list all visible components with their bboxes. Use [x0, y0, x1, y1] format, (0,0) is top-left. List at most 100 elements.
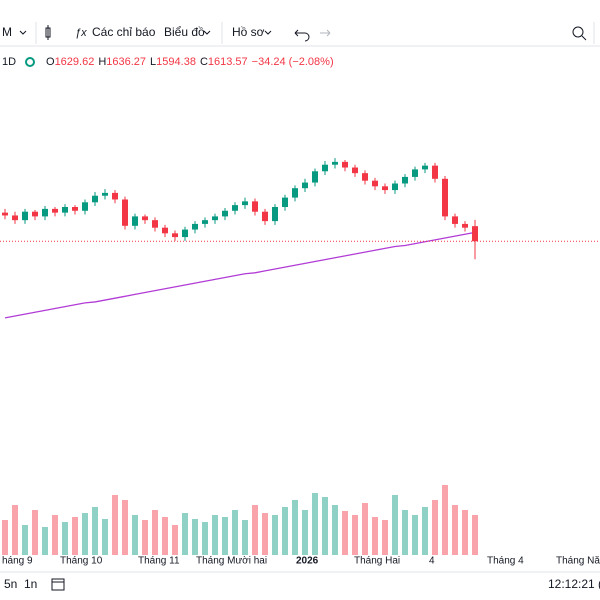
candle-body [222, 210, 228, 217]
x-axis-label: Tháng Mười hai [196, 556, 267, 567]
volume-bar [2, 520, 8, 555]
candle-body [272, 207, 278, 222]
volume-bar [42, 527, 48, 555]
candle-body [402, 176, 408, 184]
candle-body [162, 227, 168, 234]
volume-bar [452, 505, 458, 555]
volume-bar [172, 525, 178, 555]
candle-body [302, 182, 308, 189]
candle-body [182, 229, 188, 238]
profile-button[interactable]: Hồ sơ [232, 25, 265, 39]
volume-bar [302, 510, 308, 555]
candle-body [62, 207, 68, 213]
volume-bar [422, 507, 428, 555]
candle-body [462, 223, 468, 228]
candle-body [452, 216, 458, 224]
x-axis-label: Tháng 10 [60, 556, 103, 567]
candle-body [12, 215, 18, 221]
candle-body [22, 211, 28, 221]
indicators-button[interactable]: Các chỉ báo [92, 25, 156, 39]
volume-bar [232, 510, 238, 555]
chart-button[interactable]: Biểu đồ [164, 25, 205, 39]
volume-bar [442, 485, 448, 555]
legend-label: L [150, 56, 156, 68]
legend-value: 1594.38 [156, 56, 196, 68]
x-axis-label: Tháng 4 [487, 556, 524, 567]
volume-bar [362, 503, 368, 555]
legend-label: H [98, 56, 106, 68]
candle-body [232, 205, 238, 211]
plot-area: háng 9 Tháng 10 Tháng 11 Tháng Mười hai 2026… [0, 158, 600, 567]
candle-body [322, 164, 328, 172]
volume-bar [352, 515, 358, 555]
candle-body [72, 207, 78, 211]
interval-button[interactable]: M [2, 25, 12, 39]
indicators-icon[interactable]: ƒx [75, 27, 87, 39]
candle-body [172, 233, 178, 238]
candle-body [42, 208, 48, 217]
legend-change: −34.24 (−2.08%) [252, 56, 334, 68]
candle-body [312, 171, 318, 183]
legend-label: C [200, 56, 208, 68]
candle-body [202, 220, 208, 224]
candle-body [132, 216, 138, 226]
volume-bar [72, 517, 78, 555]
chart-type-icon[interactable] [45, 25, 51, 40]
undo-button[interactable] [294, 29, 310, 42]
redo-button[interactable] [320, 29, 331, 37]
volume-bar [342, 511, 348, 555]
chart-caret[interactable] [203, 30, 211, 35]
volume-bar [272, 515, 278, 555]
candle-body [382, 186, 388, 191]
range-1y[interactable]: 1n [24, 577, 37, 591]
volume-bar [322, 497, 328, 555]
status-dot [25, 57, 35, 67]
candle-body [292, 188, 298, 198]
volume-bar [212, 515, 218, 555]
candle-body [82, 202, 88, 211]
candle-body [362, 173, 368, 181]
candle-body [342, 161, 348, 168]
volume-bar [182, 513, 188, 555]
search-button[interactable] [572, 26, 587, 41]
volume-bar [52, 515, 58, 555]
interval-caret[interactable] [19, 30, 27, 35]
candle-body [192, 223, 198, 230]
candle-body [122, 199, 128, 226]
profile-caret[interactable] [264, 30, 272, 35]
volume-bar [12, 505, 18, 555]
range-5y[interactable]: 5n [4, 577, 17, 591]
candle-body [412, 169, 418, 177]
volume-bar [432, 500, 438, 555]
legend-label: O [46, 56, 55, 68]
x-axis-label: Tháng Hai [354, 556, 400, 567]
legend-value: 1636.27 [106, 56, 146, 68]
volume-bar [472, 515, 478, 555]
volume-bar [292, 500, 298, 555]
legend-value: 1613.57 [208, 56, 248, 68]
candle-body [332, 161, 338, 165]
volume-bar [22, 525, 28, 555]
volume-bar [82, 513, 88, 555]
volume-bar [162, 517, 168, 555]
candle-body [372, 180, 378, 187]
volume-bar [192, 519, 198, 555]
legend-value: 1629.62 [55, 56, 95, 68]
candle-body [152, 220, 158, 228]
candle-body [262, 211, 268, 222]
volume-bar [252, 505, 258, 555]
volume-bar [132, 515, 138, 555]
volume-bar [242, 520, 248, 555]
volume-bar [112, 495, 118, 555]
volume-bar [122, 500, 128, 555]
candle-body [142, 216, 148, 221]
legend-interval: 1D [2, 56, 16, 68]
volume-bar [152, 510, 158, 555]
candle-body [352, 167, 358, 174]
ohlc-legend: O1629.62 H1636.27 L1594.38 C1613.57 −34.24 (… [46, 56, 334, 68]
volume-bar [62, 522, 68, 555]
clock: 12:12:21 (U [548, 577, 600, 591]
date-range-button[interactable] [51, 578, 65, 591]
